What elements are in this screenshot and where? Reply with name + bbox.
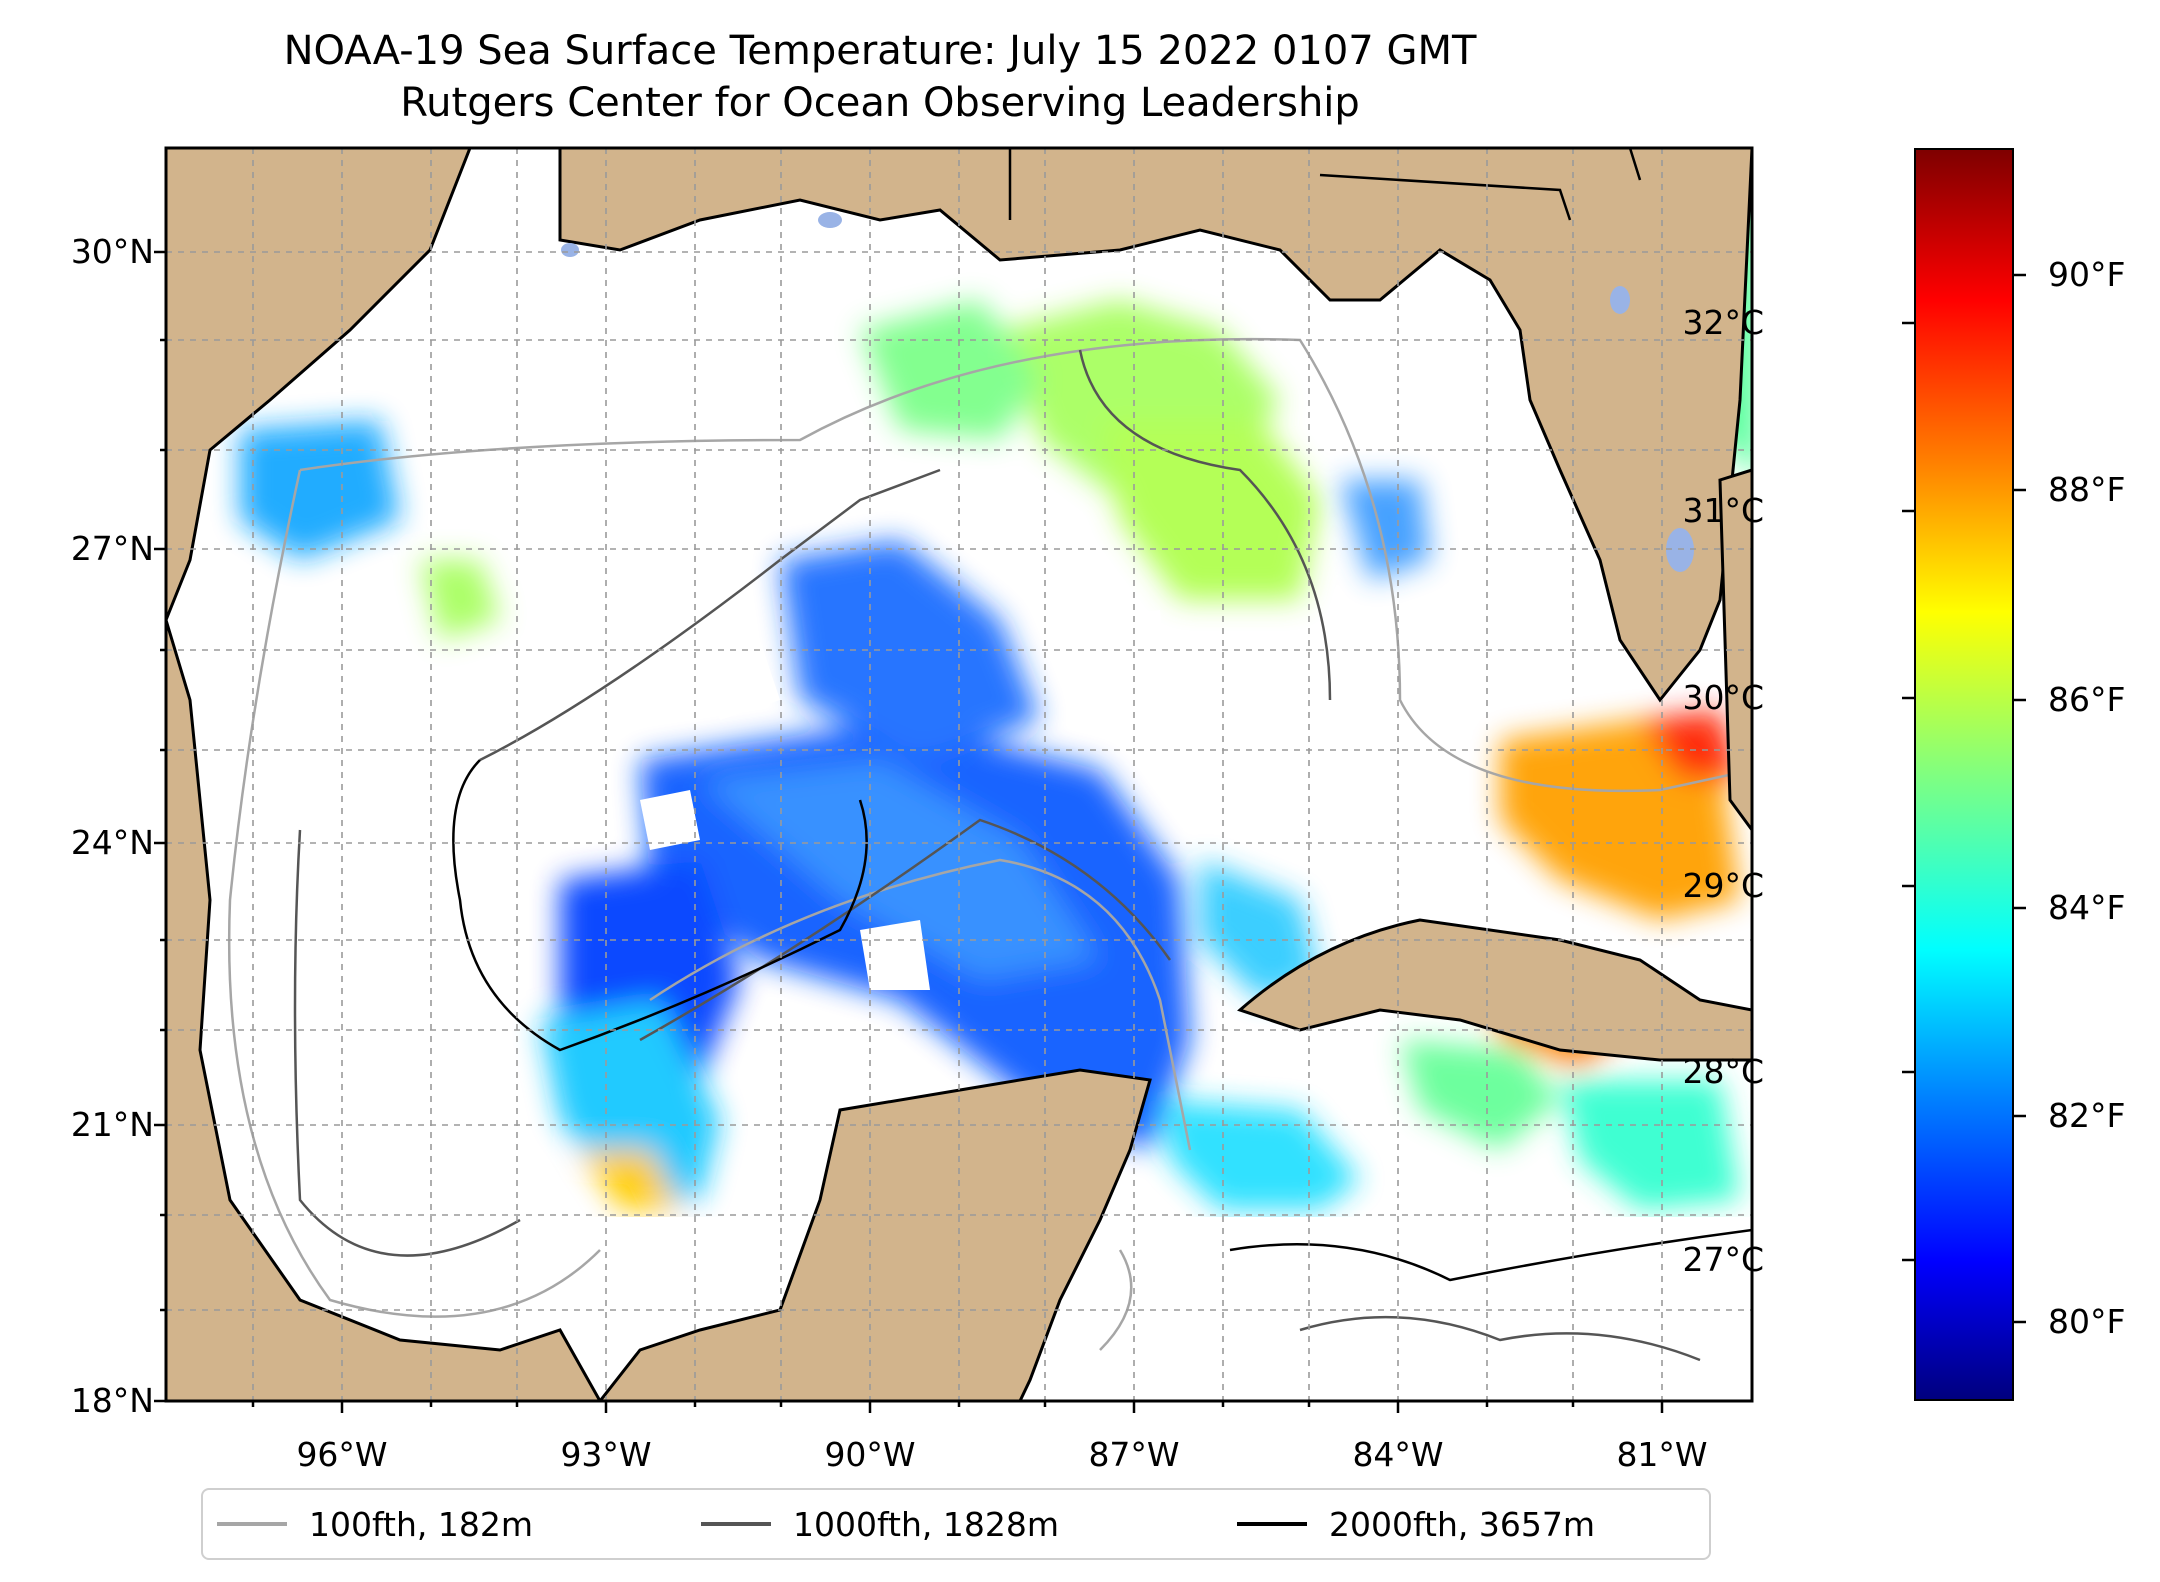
lat-tick-label: 27°N xyxy=(70,529,154,568)
lon-tick-label: 84°W xyxy=(1352,1435,1444,1474)
map-title: NOAA-19 Sea Surface Temperature: July 15… xyxy=(283,28,1477,74)
legend-line-2000fth xyxy=(1237,1522,1307,1526)
cloud-mask xyxy=(520,610,1170,990)
axis-ticks xyxy=(154,250,1664,1413)
colorbar-celsius-label: 28°C xyxy=(1682,1052,1764,1091)
lat-tick-label: 30°N xyxy=(70,232,154,271)
lon-tick-label: 93°W xyxy=(560,1435,652,1474)
land-cuba xyxy=(1237,918,1752,1062)
land-masses xyxy=(166,148,1752,1401)
grid-lines xyxy=(166,148,1752,1401)
land-texas xyxy=(166,148,472,621)
colorbar-fahrenheit-label: 80°F xyxy=(2048,1302,2126,1341)
legend-line-100fth xyxy=(217,1522,287,1526)
colorbar-fahrenheit-label: 86°F xyxy=(2048,680,2126,719)
lon-tick-label: 90°W xyxy=(824,1435,916,1474)
colorbar-celsius-label: 27°C xyxy=(1682,1240,1764,1279)
legend-label: 100fth, 182m xyxy=(309,1504,533,1544)
state-borders xyxy=(558,148,1642,240)
sst-data-layer xyxy=(240,182,1752,1210)
lat-tick-label: 24°N xyxy=(70,823,154,862)
colorbar-celsius-label: 30°C xyxy=(1682,678,1764,717)
lon-tick-label: 81°W xyxy=(1616,1435,1708,1474)
colorbar-celsius-label: 32°C xyxy=(1682,303,1764,342)
legend-entry: 2000fth, 3657m xyxy=(1237,1490,1595,1558)
land-mexico-west xyxy=(166,619,602,1401)
colorbar-celsius-label: 29°C xyxy=(1682,866,1764,905)
legend-entry: 100fth, 182m xyxy=(217,1490,533,1558)
legend-label: 1000fth, 1828m xyxy=(793,1504,1059,1544)
legend-line-1000fth xyxy=(701,1522,771,1526)
map-subtitle: Rutgers Center for Ocean Observing Leade… xyxy=(400,80,1360,126)
colorbar-celsius-label: 31°C xyxy=(1682,491,1764,530)
lat-tick-label: 21°N xyxy=(70,1105,154,1144)
colorbar-fahrenheit-label: 84°F xyxy=(2048,888,2126,927)
land-north-us xyxy=(166,148,1752,703)
land-bahamas xyxy=(1718,468,1752,833)
temperature-colorbar xyxy=(1914,148,2014,1401)
colorbar-ticks xyxy=(1902,273,2026,1324)
lon-tick-label: 96°W xyxy=(296,1435,388,1474)
legend-label: 2000fth, 3657m xyxy=(1329,1504,1595,1544)
lon-tick-label: 87°W xyxy=(1088,1435,1180,1474)
lakes xyxy=(561,212,1694,572)
colorbar-fahrenheit-label: 90°F xyxy=(2048,255,2126,294)
land-yucatan xyxy=(598,1068,1152,1401)
colorbar-fahrenheit-label: 82°F xyxy=(2048,1096,2126,1135)
colorbar-fahrenheit-label: 88°F xyxy=(2048,470,2126,509)
contour-legend: 100fth, 182m 1000fth, 1828m 2000fth, 365… xyxy=(201,1488,1711,1560)
legend-entry: 1000fth, 1828m xyxy=(701,1490,1059,1558)
lat-tick-label: 18°N xyxy=(70,1381,154,1420)
